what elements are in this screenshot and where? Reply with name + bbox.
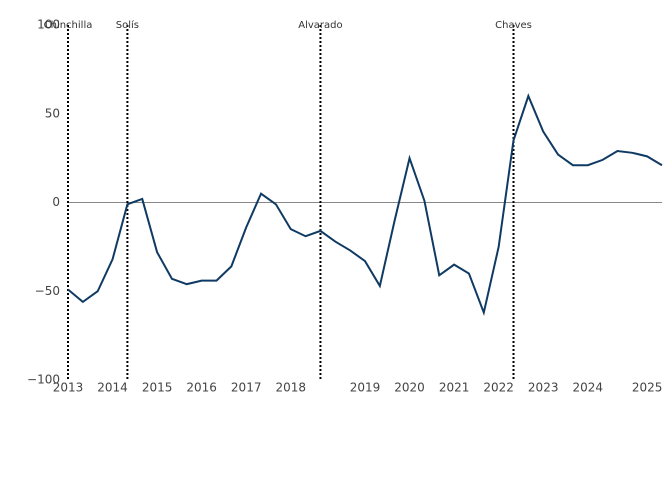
x-tick-label: 2014 (97, 381, 128, 395)
x-tick-label: 2016 (186, 381, 217, 395)
x-tick-label: 2022 (483, 381, 514, 395)
x-tick-label: 2017 (231, 381, 262, 395)
y-tick-label: −100 (27, 373, 60, 387)
x-tick-label: 2020 (394, 381, 425, 395)
x-tick-label: 2025 (632, 381, 663, 395)
annotation-label: Solís (116, 19, 139, 31)
annotation-label: Chinchilla (44, 20, 93, 31)
x-tick-label: 2015 (142, 381, 173, 395)
y-tick-label: 50 (45, 106, 60, 120)
annotation-label: Chaves (495, 20, 532, 31)
x-tick-label: 2021 (439, 381, 470, 395)
x-tick-label: 2023 (528, 381, 559, 395)
annotation-label: Alvarado (298, 20, 342, 31)
x-tick-label: 2013 (53, 381, 84, 395)
x-tick-label: 2024 (572, 381, 603, 395)
y-tick-label: 0 (52, 195, 60, 209)
y-tick-label: −50 (35, 284, 60, 298)
y-tick-label: 100 (37, 18, 60, 32)
data-line (67, 93, 663, 317)
x-tick-label: 2019 (350, 381, 381, 395)
x-tick-label: 2018 (275, 381, 306, 395)
